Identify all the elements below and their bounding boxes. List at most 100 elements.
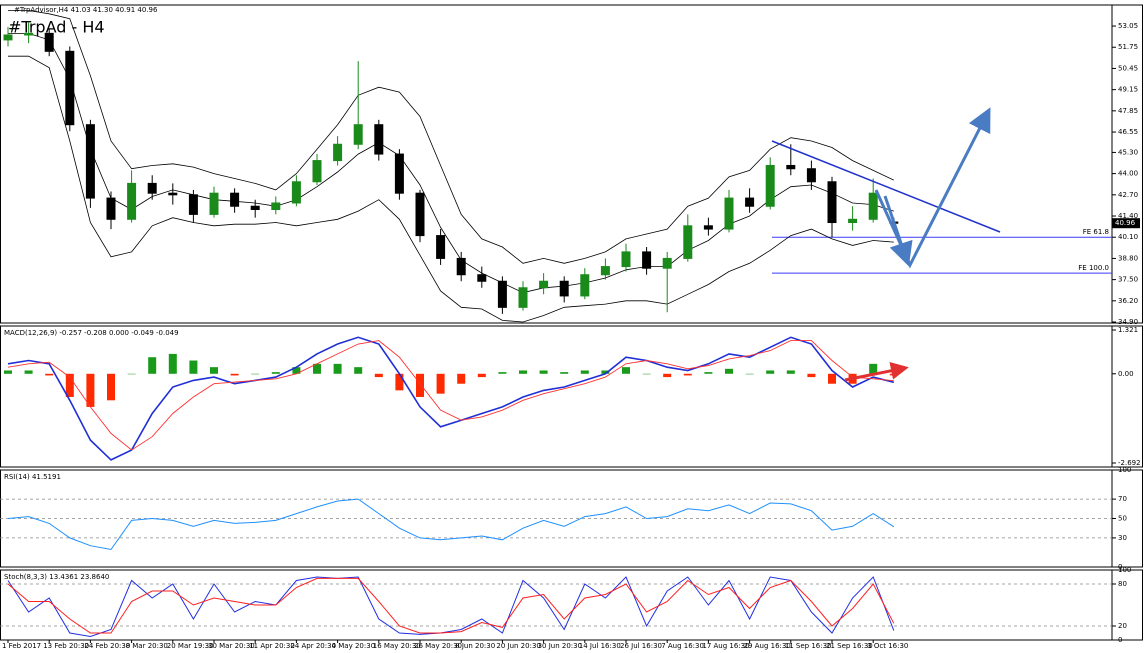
fe-label: FE 61.8 [1083,228,1109,236]
panel-label: Stoch(8,3,3) 13.4361 23.8640 [4,573,109,581]
candle-body [580,274,590,297]
histogram-bar [168,353,177,374]
panel-label: MACD(12,26,9) -0.257 -0.208 0.000 -0.049… [4,329,179,337]
candle-body [477,274,487,282]
histogram-bar [189,360,198,374]
candle-body [724,197,734,230]
y-tick-label: 100 [1118,466,1131,474]
candle-body [848,218,858,224]
y-tick-label: 34.90 [1118,318,1138,326]
trend-line [771,140,1001,233]
histogram-bar [745,373,754,375]
x-tick-label: 26 Jul 16:30 [620,642,662,650]
candle-body [333,143,343,162]
histogram-bar [477,373,486,378]
histogram-bar [210,367,218,374]
x-tick-label: 8 Mar 20:30 [126,642,168,650]
x-tick-label: 29 Aug 16:30 [744,642,791,650]
projection-arrow-down [883,195,913,267]
histogram-bar [766,370,775,374]
y-tick-label: 53.05 [1118,22,1138,30]
x-tick-label: 1 Feb 2017 [2,642,41,650]
histogram-bar [498,372,507,374]
y-tick-label: 20 [1118,622,1127,630]
histogram-bar [86,373,95,407]
candle-body [291,181,301,204]
candle-body [3,34,13,41]
histogram-bar [580,370,589,374]
x-tick-label: 8 Jun 20:30 [455,642,495,650]
y-tick-label: 42.70 [1118,191,1138,199]
histogram-bar [560,372,569,374]
histogram-bar [45,373,54,376]
x-tick-label: 7 Aug 16:30 [661,642,704,650]
x-tick-label: 16 May 20:30 [373,642,421,650]
x-tick-label: 11 Apr 20:30 [249,642,295,650]
candle-body [230,192,240,207]
candle-body [600,266,610,276]
candle-body [436,235,446,259]
y-tick-label: 70 [1118,495,1127,503]
y-tick-label: 38.80 [1118,254,1138,262]
chart-header: #TrpAdvisor,H4 41.03 41.30 40.91 40.96 [14,6,158,14]
y-tick-label: 36.20 [1118,297,1138,305]
indicator-line [7,340,894,451]
histogram-bar [4,370,12,374]
candle-body [24,32,34,36]
candle-body [518,287,528,308]
histogram-bar [725,368,733,374]
candle-body [827,181,837,224]
histogram-bar [374,373,383,378]
price-box-label: 40.96 [1115,219,1136,227]
x-tick-label: 26 May 20:30 [414,642,462,650]
y-tick-label: 0.00 [1118,370,1134,378]
histogram-bar [395,373,404,391]
candle-body [209,192,219,215]
histogram-bar [436,373,445,394]
histogram-bar [333,363,342,374]
candle-body [65,50,75,126]
histogram-bar [807,373,816,378]
candle-body [85,124,95,199]
chart-title: #TrpAd - H4 [8,18,105,37]
histogram-bar [354,367,363,374]
y-tick-label: 1.321 [1118,326,1138,334]
panel-label: RSI(14) 41.5191 [4,473,61,481]
fe-label: FE 100.0 [1078,264,1109,272]
candle-body [127,182,137,220]
y-tick-label: 41.40 [1118,212,1138,220]
x-tick-label: 20 Mar 19:30 [167,642,214,650]
plot-layer: 53.05 51.75 50.45 49.15 47.85 46.55 45.30 44.00… [0,4,1143,650]
histogram-bar [889,373,898,376]
y-tick-label: 37.50 [1118,276,1138,284]
y-tick-label: 45.30 [1118,148,1138,156]
bollinger-band [8,10,894,264]
y-tick-label: 0 [1118,636,1122,644]
histogram-bar [704,372,713,374]
candle-body [559,280,569,297]
y-tick-label: 50 [1118,515,1127,523]
candle-body [44,32,54,52]
indicator-line [7,336,894,461]
x-tick-label: 11 Sep 16:30 [785,642,832,650]
candle-body [497,280,507,308]
x-tick-label: 24 Apr 20:30 [290,642,336,650]
y-tick-label: 47.85 [1118,107,1138,115]
candle-body [765,164,775,207]
panel-frame [0,4,1143,324]
indicator-line [7,498,895,551]
y-tick-label: 0 [1118,563,1122,571]
x-tick-label: 4 May 20:30 [332,642,376,650]
price-box [1112,218,1140,229]
histogram-bar [663,373,672,378]
candle-body [106,197,116,220]
candle-body [662,257,672,269]
y-tick-label: 50.45 [1118,64,1138,72]
x-tick-label: 30 Mar 20:30 [208,642,255,650]
candle-body [621,251,631,268]
candle-body [868,192,878,220]
histogram-bar [519,370,527,374]
bollinger-band [8,55,894,323]
candle-body [786,164,796,170]
